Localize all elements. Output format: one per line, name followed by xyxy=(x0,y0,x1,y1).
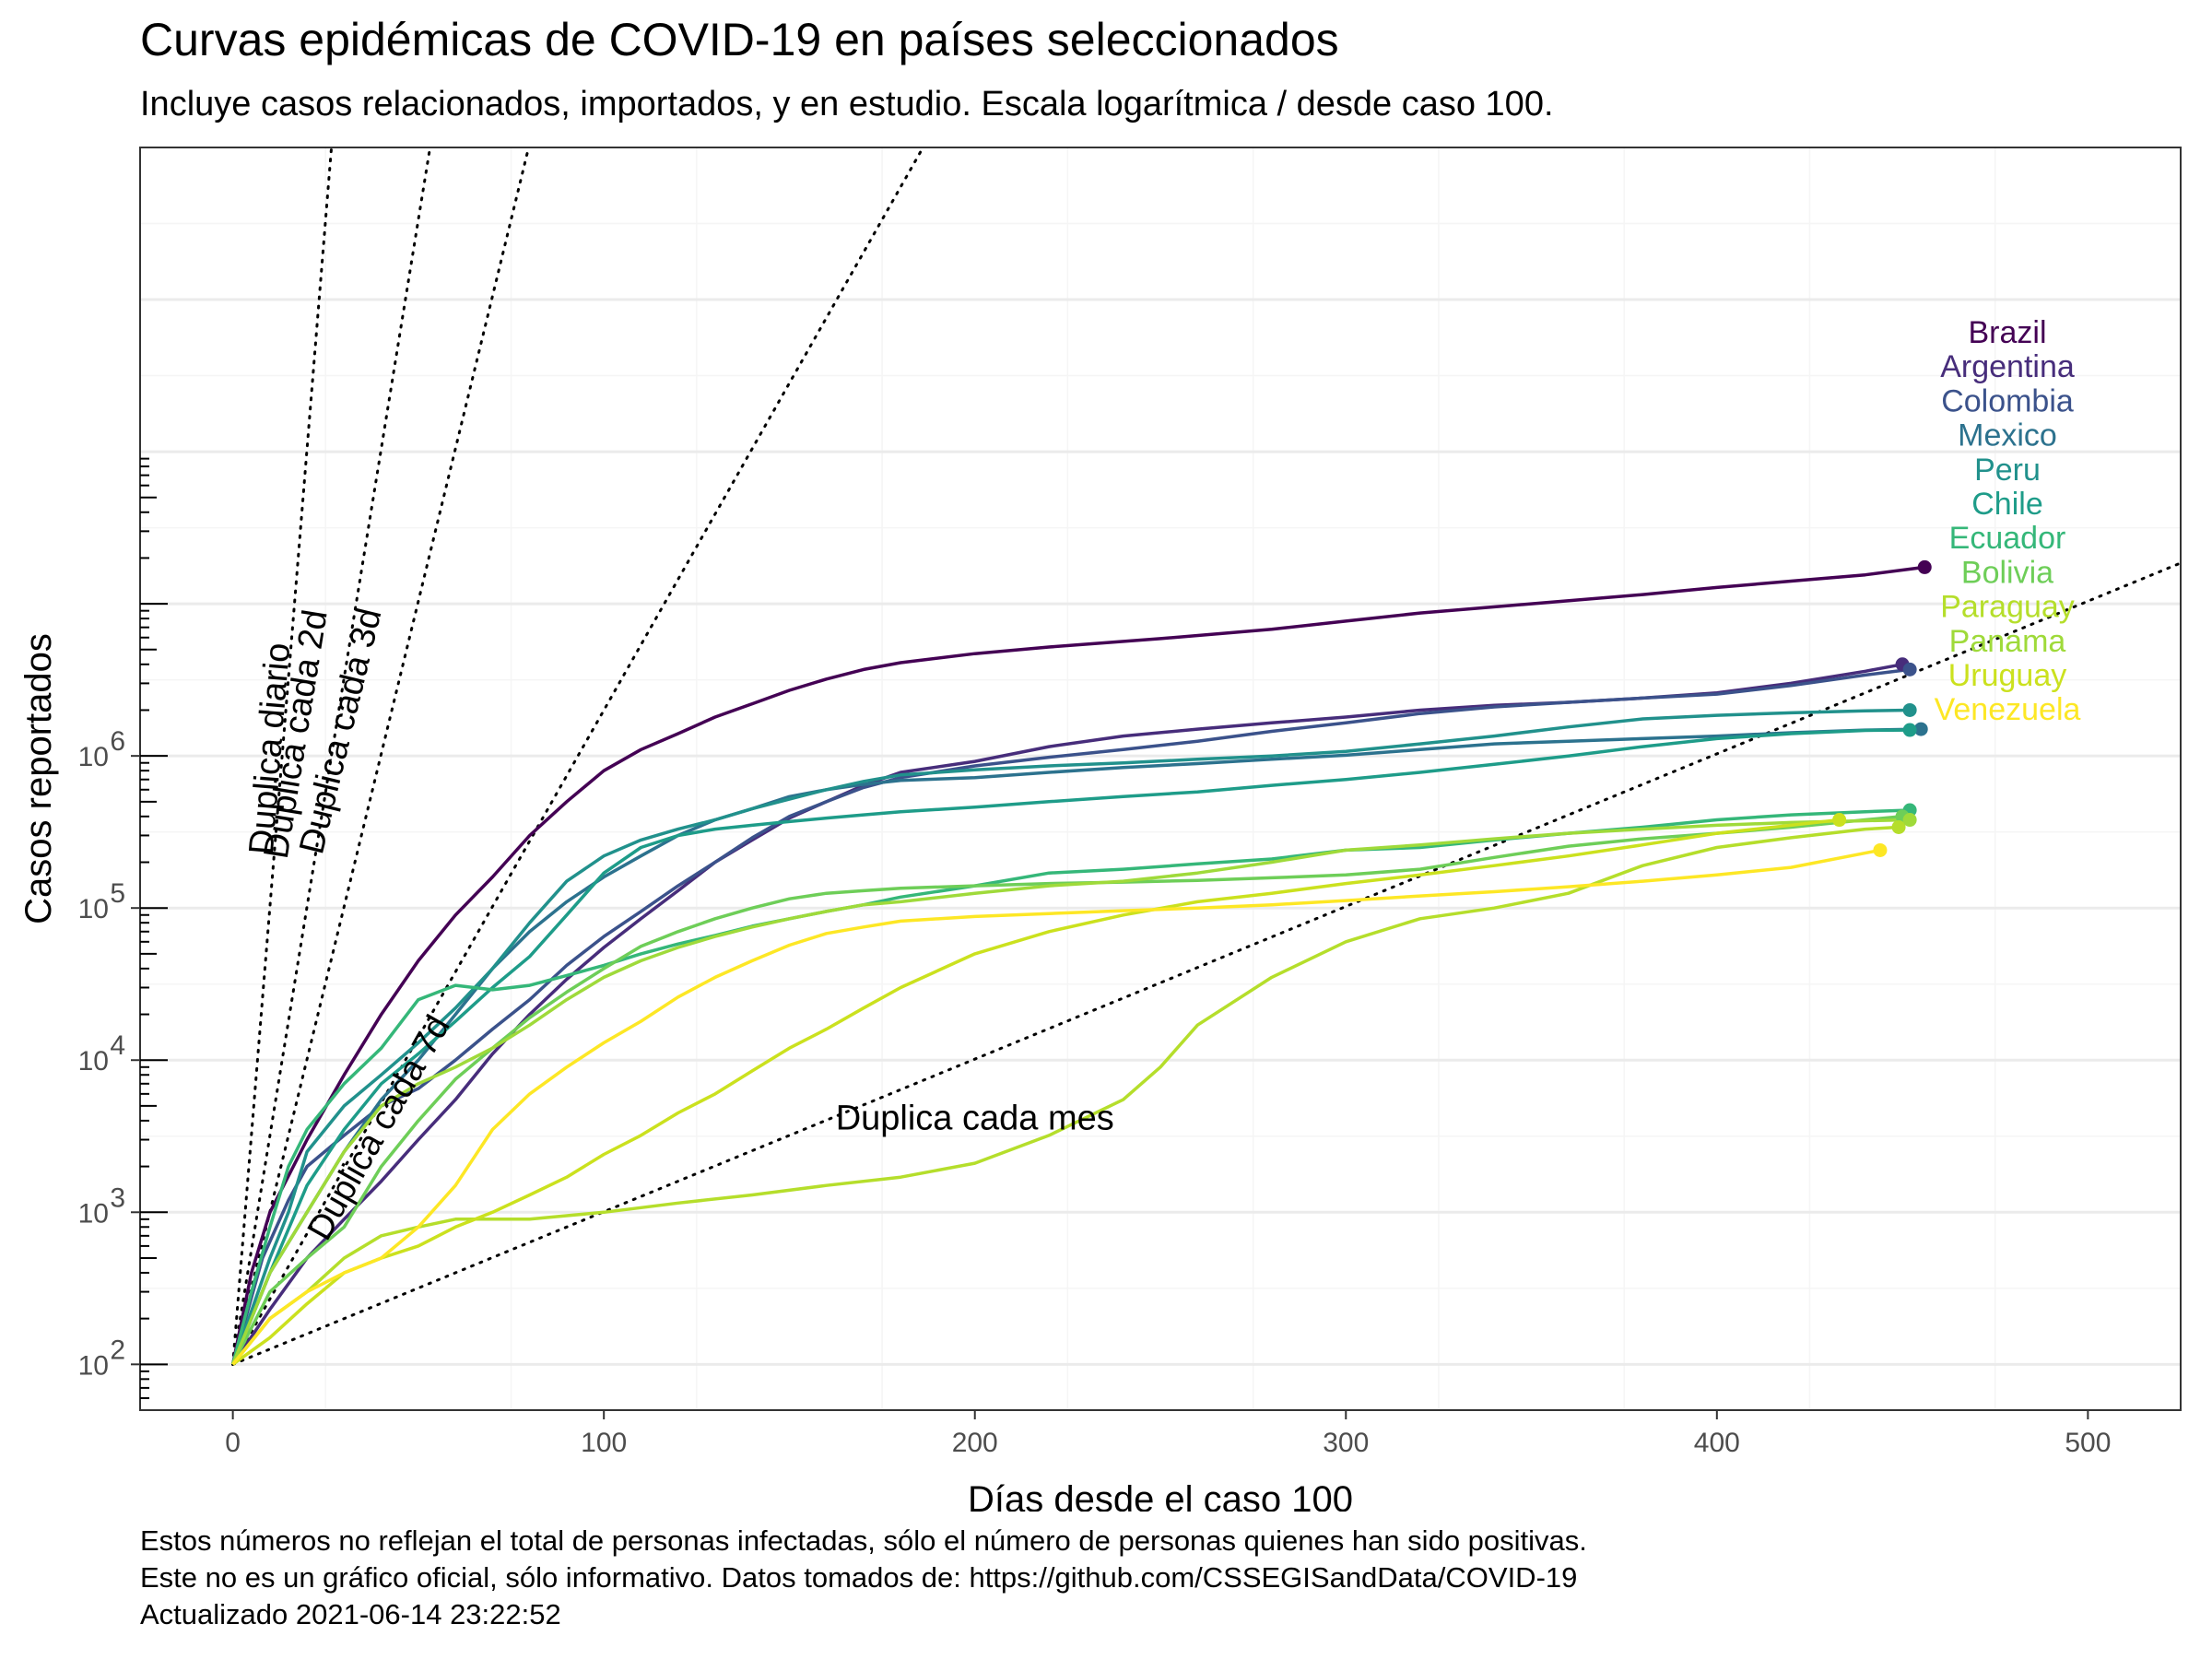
country-label-peru: Peru xyxy=(1974,453,2041,488)
series-endpoint-panama xyxy=(1902,813,1917,828)
series-line-venezuela xyxy=(231,848,1881,1366)
y-tick-exponent: 6 xyxy=(110,726,125,757)
country-label-panama: Panama xyxy=(1949,624,2066,659)
reference-lines xyxy=(231,147,2181,1366)
x-tick-label: 400 xyxy=(1694,1428,1740,1458)
y-tick-label: 10 xyxy=(78,1350,109,1381)
x-tick-label: 100 xyxy=(581,1428,627,1458)
series-line-peru xyxy=(230,708,1911,1365)
country-label-brazil: Brazil xyxy=(1968,315,2046,350)
country-label-uruguay: Uruguay xyxy=(1948,658,2067,693)
caption-line: Estos números no reflejan el total de pe… xyxy=(140,1524,1587,1557)
x-tick-label: 0 xyxy=(225,1428,241,1458)
reference-line xyxy=(231,147,924,1366)
x-tick-label: 300 xyxy=(1323,1428,1369,1458)
series-endpoint-paraguay xyxy=(1891,819,1906,834)
series-line-chile xyxy=(230,728,1911,1365)
y-tick-label: 10 xyxy=(78,742,109,772)
y-tick-exponent: 2 xyxy=(110,1335,125,1365)
reference-line xyxy=(231,147,432,1366)
series-line-brazil xyxy=(230,565,1925,1365)
series-endpoint-colombia xyxy=(1902,662,1917,677)
country-label-colombia: Colombia xyxy=(1941,383,2074,418)
series-line-colombia xyxy=(230,667,1911,1365)
country-label-bolivia: Bolivia xyxy=(1961,555,2053,590)
series-endpoint-venezuela xyxy=(1873,842,1888,857)
y-tick-label: 10 xyxy=(78,1198,109,1229)
y-tick-exponent: 4 xyxy=(110,1030,125,1061)
country-label-chile: Chile xyxy=(1971,487,2042,522)
series-endpoint-peru xyxy=(1902,702,1917,717)
x-tick-label: 200 xyxy=(952,1428,998,1458)
chart-caption: Estos números no reflejan el total de pe… xyxy=(140,1523,1587,1633)
country-label-argentina: Argentina xyxy=(1940,349,2075,384)
x-axis-title: Días desde el caso 100 xyxy=(968,1479,1353,1512)
series-line-uruguay xyxy=(231,818,1840,1366)
y-tick-exponent: 3 xyxy=(110,1182,125,1213)
y-tick-exponent: 5 xyxy=(110,878,125,909)
x-axis: 0 100 200 300 400 500 xyxy=(225,1410,2111,1458)
y-axis-title: Casos reportados xyxy=(18,633,59,924)
series-endpoint-uruguay xyxy=(1832,813,1847,828)
series-endpoints xyxy=(1832,559,1932,857)
series-endpoint-mexico xyxy=(1913,722,1928,736)
reference-line xyxy=(231,561,2181,1366)
country-label-paraguay: Paraguay xyxy=(1940,590,2075,625)
series-line-panama xyxy=(230,818,1911,1365)
x-tick-label: 500 xyxy=(2065,1428,2111,1458)
plot-panel xyxy=(140,147,2181,1410)
series-endpoint-brazil xyxy=(1917,559,1932,574)
country-labels: BrazilArgentinaColombiaMexicoPeruChileEc… xyxy=(1935,315,2081,727)
series-lines xyxy=(230,565,1925,1366)
series-endpoint-chile xyxy=(1902,723,1917,737)
chart-subtitle: Incluye casos relacionados, importados, … xyxy=(140,85,1554,124)
caption-line: Este no es un gráfico oficial, sólo info… xyxy=(140,1561,1578,1594)
country-label-venezuela: Venezuela xyxy=(1935,692,2081,727)
chart-title: Curvas epidémicas de COVID-19 en países … xyxy=(140,14,1339,65)
reference-line xyxy=(231,147,531,1366)
country-label-ecuador: Ecuador xyxy=(1949,521,2066,556)
caption-line: Actualizado 2021-06-14 23:22:52 xyxy=(140,1598,561,1630)
y-tick-label: 10 xyxy=(78,1046,109,1077)
country-label-mexico: Mexico xyxy=(1958,418,2057,453)
reference-line xyxy=(231,147,334,1366)
series-line-bolivia xyxy=(231,815,1903,1366)
series-line-paraguay xyxy=(231,825,1900,1366)
y-tick-label: 10 xyxy=(78,894,109,924)
reference-line-label: Duplica cada mes xyxy=(836,1099,1114,1137)
